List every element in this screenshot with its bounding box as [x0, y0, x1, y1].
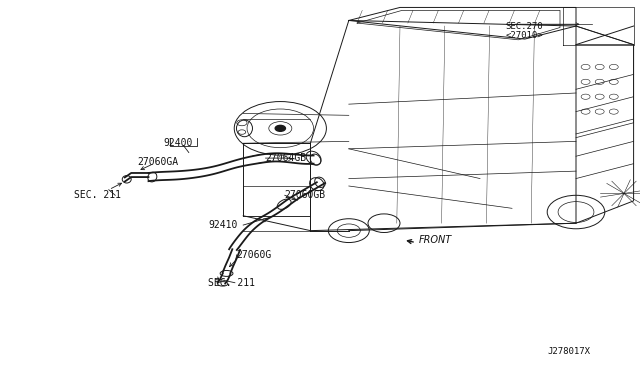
Text: 27060G: 27060G: [237, 250, 272, 260]
Text: SEC.270: SEC.270: [506, 22, 543, 31]
Text: 27060GB: 27060GB: [285, 190, 326, 200]
Text: SEC. 211: SEC. 211: [74, 190, 120, 200]
Text: FRONT: FRONT: [419, 235, 452, 245]
Text: <27010>: <27010>: [506, 31, 543, 40]
Text: J278017X: J278017X: [547, 347, 590, 356]
Text: 92400: 92400: [163, 138, 193, 148]
Circle shape: [275, 125, 285, 131]
Text: 27064GB: 27064GB: [266, 153, 307, 163]
Text: 92410: 92410: [208, 220, 237, 230]
Text: 27060GA: 27060GA: [138, 157, 179, 167]
Text: SEC. 211: SEC. 211: [208, 278, 255, 288]
